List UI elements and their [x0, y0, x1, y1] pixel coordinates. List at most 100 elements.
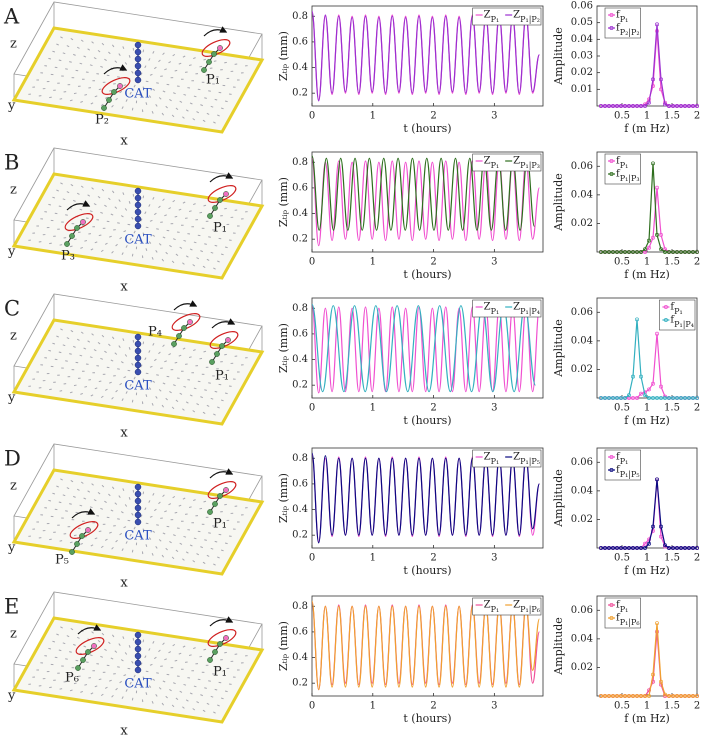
field-arrow — [128, 645, 131, 648]
field-arrow — [162, 52, 165, 56]
legend-box — [472, 299, 542, 318]
data-marker — [695, 250, 699, 254]
field-arrow — [182, 645, 186, 648]
field-arrow — [128, 347, 131, 350]
field-arrow — [175, 549, 179, 553]
field-arrow — [98, 530, 102, 533]
field-arrow — [193, 537, 197, 540]
field-arrow — [185, 255, 189, 258]
field-arrow — [97, 49, 101, 53]
data-marker — [683, 104, 687, 108]
data-marker — [655, 185, 659, 190]
field-arrow — [48, 499, 52, 502]
x-axis-label: x — [120, 724, 128, 739]
y-axis-label: Amplitude — [552, 27, 565, 86]
data-marker — [691, 250, 695, 254]
cilium-stem — [103, 85, 121, 109]
field-arrow — [224, 61, 227, 64]
y-tick-label: 0.4 — [292, 62, 308, 73]
field-arrow — [152, 530, 156, 533]
field-arrow — [153, 508, 157, 512]
point-label: P₆ — [65, 671, 79, 686]
cat-bead — [134, 194, 142, 202]
data-marker — [655, 477, 659, 482]
data-marker — [675, 396, 679, 400]
field-arrow — [84, 240, 88, 242]
x-tick-label: 1.5 — [664, 111, 680, 122]
data-marker — [647, 387, 651, 392]
x-axis-label: x — [120, 134, 128, 149]
field-arrow — [142, 676, 145, 680]
cat-label: CAT — [124, 379, 152, 394]
field-arrow — [104, 350, 107, 353]
field-arrow — [48, 203, 52, 206]
data-marker — [691, 546, 695, 550]
field-arrow — [188, 356, 192, 358]
field-arrow — [174, 69, 178, 72]
field-arrow — [204, 97, 207, 99]
cilium-bead — [217, 641, 223, 647]
field-arrow — [202, 561, 206, 565]
field-arrow — [169, 245, 172, 248]
field-arrow — [183, 683, 187, 686]
field-arrow — [48, 647, 52, 650]
cilium-bead — [219, 343, 225, 349]
field-arrow — [220, 697, 224, 700]
trajectory-loop — [69, 521, 99, 539]
field-arrow — [189, 248, 193, 251]
field-arrow — [213, 267, 216, 270]
field-arrow — [202, 119, 206, 123]
field-arrow — [148, 204, 151, 207]
field-arrow — [111, 44, 115, 48]
x-tick-label: 3 — [491, 111, 497, 122]
rotation-arrow — [173, 300, 198, 311]
field-arrow — [183, 535, 187, 538]
y-tick-label: 0.02 — [571, 662, 593, 673]
field-arrow — [111, 190, 115, 194]
field-arrow — [144, 357, 147, 361]
y-tick-label: 0.2 — [292, 88, 308, 99]
legend-box — [472, 7, 542, 26]
field-arrow — [165, 105, 168, 109]
field-arrow — [172, 643, 176, 647]
field-arrow — [203, 58, 207, 61]
data-marker — [651, 672, 655, 677]
rotation-arrow — [203, 26, 228, 37]
data-marker — [659, 232, 663, 237]
field-arrow — [145, 394, 148, 397]
x-axis-label: f (m Hz) — [624, 564, 669, 577]
data-marker — [663, 692, 667, 697]
field-arrow — [73, 53, 76, 56]
field-arrow — [182, 558, 185, 561]
field-arrow — [142, 528, 145, 532]
field-arrow — [178, 208, 182, 211]
field-arrow — [120, 511, 124, 514]
cilium-bead — [217, 493, 223, 499]
x-tick-label: 2 — [694, 403, 700, 414]
field-arrow — [204, 687, 207, 689]
field-arrow — [94, 537, 98, 540]
field-arrow — [101, 188, 105, 192]
field-arrow — [224, 100, 228, 103]
field-arrow — [213, 413, 216, 416]
field-arrow — [121, 548, 124, 552]
field-arrow — [175, 399, 179, 403]
cilium-bead — [111, 89, 117, 95]
field-arrow — [193, 241, 197, 244]
field-arrow — [108, 51, 111, 55]
data-marker — [623, 396, 627, 400]
field-arrow — [214, 540, 218, 543]
diagram: C CAT P₁ P₄ z y x — [4, 293, 265, 441]
field-arrow — [168, 353, 172, 356]
field-arrow — [178, 504, 182, 507]
field-arrow — [91, 41, 94, 44]
rotation-arrow — [211, 318, 236, 329]
data-marker — [611, 396, 615, 400]
x-tick-label: 2 — [694, 553, 700, 564]
field-arrow — [203, 648, 207, 651]
subscript: P₁ — [491, 605, 500, 614]
cilium-bead — [207, 657, 213, 663]
field-arrow — [199, 65, 203, 68]
data-marker — [655, 232, 659, 237]
field-arrow — [76, 338, 80, 341]
